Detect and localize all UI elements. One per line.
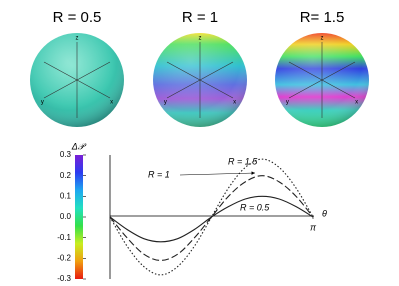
sphere-axis-label: x — [110, 99, 113, 105]
line — [109, 195, 314, 243]
sphere-axis-label: y — [41, 99, 44, 105]
sphere-axis-label: x — [233, 99, 236, 105]
sphere-axis-label: z — [76, 36, 79, 42]
sphere-axis-label: z — [321, 36, 324, 42]
sphere-axis-label: x — [355, 99, 358, 105]
sphere-axis-label: z — [199, 36, 202, 42]
y-tick-label: -0.1 — [57, 233, 71, 242]
y-tick-label: 0.0 — [60, 212, 72, 221]
arrow — [179, 171, 256, 176]
series-label: R = 1.5 — [228, 156, 258, 166]
line — [109, 158, 314, 276]
sphere-axis-label: y — [164, 99, 167, 105]
colorbar-label: Δ𝒫 — [71, 141, 87, 151]
series-label: R = 1 — [148, 169, 170, 179]
sphere-title: R = 1 — [182, 9, 218, 26]
y-tick-label: 0.3 — [60, 150, 72, 159]
y-tick-label: -0.3 — [57, 274, 71, 283]
x-axis-label: θ — [322, 208, 327, 218]
x-tick-label: π — [310, 222, 317, 232]
line — [109, 175, 314, 261]
y-tick-label: -0.2 — [57, 253, 71, 262]
sphere-axis — [166, 61, 234, 99]
spheres: z y x z y x z y x — [30, 33, 369, 127]
sphere-title: R= 1.5 — [300, 9, 345, 26]
sphere-title: R = 0.5 — [53, 9, 102, 26]
colorbar — [75, 155, 83, 279]
y-tick-label: 0.1 — [60, 191, 72, 200]
sphere-axis — [288, 61, 356, 99]
sphere-axis — [43, 61, 111, 99]
sphere-axis-label: y — [286, 99, 289, 105]
y-tick-label: 0.2 — [60, 171, 72, 180]
series-label: R = 0.5 — [240, 202, 270, 212]
